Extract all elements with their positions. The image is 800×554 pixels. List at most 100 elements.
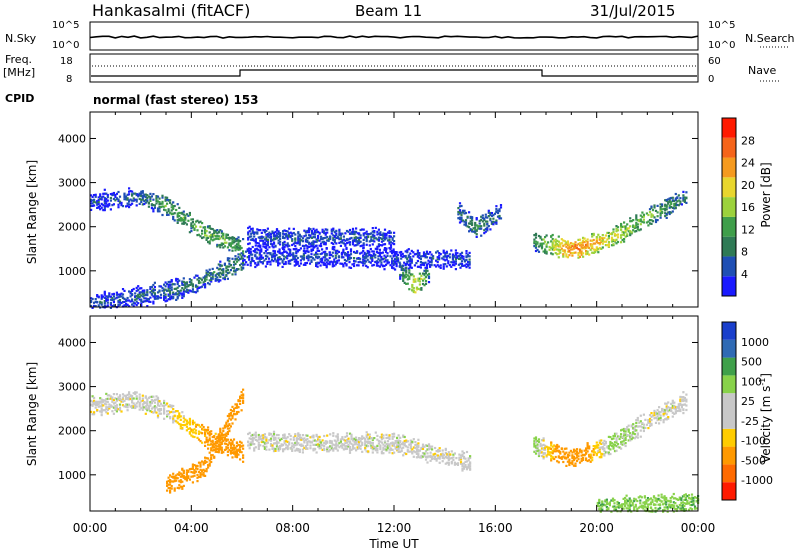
- data-cell: [202, 474, 205, 477]
- data-cell: [363, 259, 366, 262]
- data-cell: [309, 242, 312, 245]
- data-cell: [307, 245, 311, 248]
- data-cell: [172, 475, 175, 478]
- data-cell: [231, 456, 234, 459]
- data-cell: [376, 448, 379, 451]
- data-cell: [118, 409, 122, 412]
- data-cell: [463, 209, 466, 212]
- data-cell: [114, 194, 117, 197]
- data-cell: [208, 231, 211, 234]
- data-cell: [391, 444, 394, 447]
- data-cell: [240, 255, 243, 258]
- data-cell: [610, 244, 614, 247]
- data-cell: [361, 450, 364, 453]
- data-cell: [167, 476, 170, 479]
- data-cell: [304, 238, 307, 241]
- data-cell: [635, 425, 638, 428]
- data-cell: [341, 446, 344, 449]
- data-cell: [217, 280, 220, 283]
- data-cell: [97, 405, 100, 408]
- data-cell: [615, 441, 618, 444]
- data-cell: [176, 477, 179, 480]
- data-cell: [164, 403, 167, 407]
- data-cell: [194, 225, 198, 228]
- station-title: Hankasalmi (fitACF): [92, 1, 250, 20]
- data-cell: [353, 264, 356, 268]
- data-cell: [239, 257, 242, 261]
- data-cell: [178, 473, 181, 476]
- data-cell: [469, 217, 472, 220]
- data-cell: [460, 220, 463, 223]
- data-cell: [609, 444, 612, 447]
- data-cell: [550, 457, 553, 460]
- data-cell: [173, 204, 176, 208]
- data-cell: [232, 444, 236, 447]
- data-cell: [674, 207, 677, 210]
- data-cell: [591, 243, 594, 246]
- data-cell: [237, 453, 240, 456]
- data-cell: [225, 421, 228, 424]
- data-cell: [99, 405, 102, 408]
- data-cell: [612, 238, 615, 242]
- data-cell: [607, 241, 610, 244]
- data-cell: [141, 399, 144, 402]
- data-cell: [228, 441, 231, 444]
- data-cell: [182, 288, 185, 291]
- data-cell: [301, 448, 304, 451]
- data-cell: [572, 245, 576, 248]
- data-cell: [614, 506, 618, 509]
- data-cell: [365, 434, 368, 437]
- data-cell: [242, 259, 245, 263]
- data-cell: [376, 230, 379, 233]
- data-cell: [287, 248, 290, 251]
- data-cell: [285, 244, 288, 247]
- data-cell: [181, 283, 184, 286]
- data-cell: [182, 280, 185, 283]
- data-cell: [312, 240, 315, 243]
- data-cell: [222, 268, 225, 271]
- data-cell: [320, 446, 323, 450]
- data-cell: [146, 294, 149, 297]
- data-cell: [612, 231, 615, 234]
- data-cell: [256, 232, 259, 235]
- data-cell: [257, 242, 260, 245]
- data-cell: [155, 297, 158, 300]
- data-cell: [272, 237, 276, 240]
- data-cell: [199, 425, 202, 428]
- data-cell: [242, 460, 245, 463]
- data-cell: [102, 409, 105, 412]
- data-cell: [204, 231, 207, 234]
- data-cell: [347, 241, 350, 244]
- data-cell: [147, 405, 150, 408]
- data-cell: [680, 203, 683, 206]
- data-cell: [373, 230, 376, 233]
- data-cell: [146, 409, 149, 412]
- data-cell: [208, 268, 211, 271]
- data-cell: [610, 445, 614, 448]
- data-cell: [628, 508, 631, 512]
- data-cell: [457, 257, 460, 260]
- data-cell: [557, 235, 560, 238]
- data-cell: [345, 229, 349, 233]
- data-cell: [498, 217, 501, 220]
- data-cell: [642, 504, 645, 507]
- data-cell: [208, 225, 211, 228]
- data-cell: [566, 247, 569, 250]
- data-cell: [179, 289, 182, 292]
- data-cell: [226, 446, 229, 449]
- data-cell: [242, 454, 245, 457]
- data-cell: [665, 408, 668, 411]
- data-cell: [112, 292, 115, 295]
- data-cell: [536, 445, 539, 448]
- data-cell: [551, 246, 554, 249]
- data-cell: [280, 443, 283, 446]
- data-cell: [256, 231, 259, 234]
- data-cell: [633, 433, 636, 436]
- data-cell: [235, 412, 239, 415]
- data-cell: [374, 446, 377, 449]
- data-cell: [398, 251, 401, 254]
- data-cell: [105, 202, 108, 205]
- data-cell: [271, 230, 274, 233]
- data-cell: [662, 207, 665, 211]
- data-cell: [471, 216, 474, 219]
